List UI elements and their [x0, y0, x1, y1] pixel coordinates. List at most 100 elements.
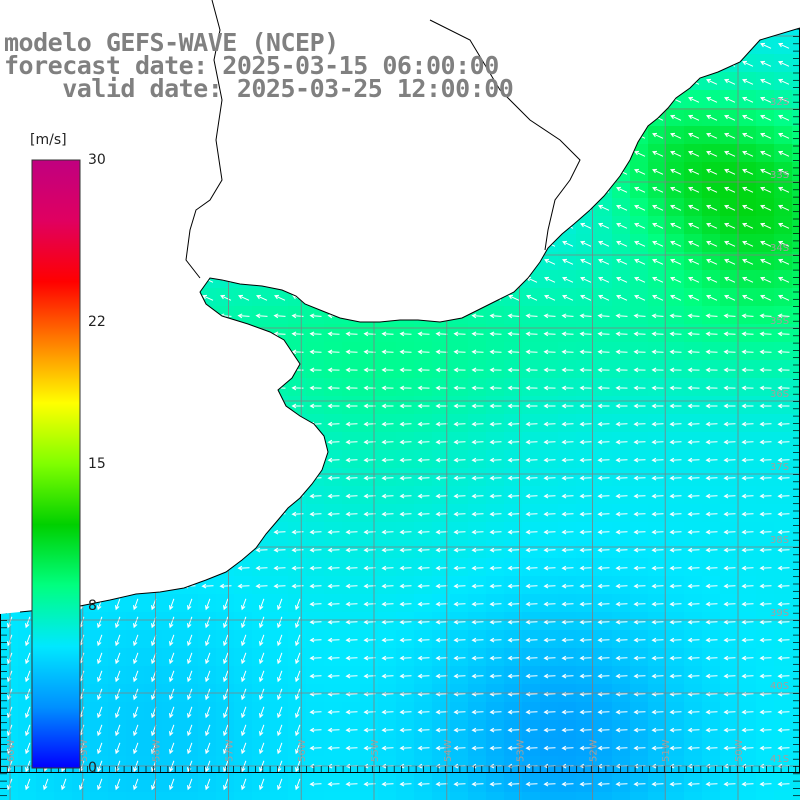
wind-speed-cell [162, 756, 180, 774]
wind-arrow [651, 313, 664, 319]
wind-arrow [309, 403, 322, 409]
wind-speed-cell [288, 522, 306, 540]
wind-arrow [741, 727, 754, 733]
wind-arrow [598, 258, 610, 265]
wind-speed-cell [270, 666, 288, 684]
wind-speed-cell [522, 450, 540, 468]
wind-arrow [561, 583, 574, 589]
wind-arrow [651, 547, 664, 553]
wind-arrow [760, 42, 772, 49]
wind-speed-cell [792, 288, 800, 306]
wind-arrow [471, 403, 484, 409]
wind-speed-cell [72, 774, 90, 792]
wind-arrow [489, 421, 502, 427]
wind-arrow [25, 742, 31, 755]
wind-speed-cell [630, 396, 648, 414]
wind-arrow [742, 186, 754, 193]
wind-arrow [381, 385, 394, 391]
wind-speed-cell [594, 558, 612, 576]
wind-speed-cell [774, 378, 792, 396]
forecast-date: forecast date: 2025-03-15 06:00:00 [4, 51, 499, 80]
wind-arrow [651, 421, 664, 427]
wind-arrow [471, 565, 484, 571]
wind-arrow [277, 616, 283, 629]
wind-arrow [205, 688, 211, 701]
wind-speed-cell [684, 630, 702, 648]
wind-arrow [417, 637, 430, 643]
wind-speed-cell [486, 522, 504, 540]
wind-arrow [724, 276, 736, 283]
wind-speed-cell [180, 630, 198, 648]
wind-arrow [435, 655, 448, 661]
wind-arrow [345, 583, 358, 589]
wind-arrow [634, 204, 646, 211]
wind-arrow [417, 745, 430, 751]
wind-arrow [778, 60, 790, 67]
wind-arrow [543, 619, 556, 625]
wind-arrow [219, 583, 232, 589]
wind-arrow [417, 493, 430, 499]
wind-arrow [309, 673, 322, 679]
wind-speed-cell [378, 522, 396, 540]
colorbar-unit: [m/s] [30, 132, 67, 148]
wind-speed-cell [522, 324, 540, 342]
wind-arrow [687, 439, 700, 445]
wind-speed-cell [612, 306, 630, 324]
wind-speed-cell [504, 396, 522, 414]
wind-speed-cell [558, 612, 576, 630]
wind-arrow [259, 724, 265, 737]
wind-arrow [399, 565, 412, 571]
wind-speed-cell [306, 522, 324, 540]
wind-arrow [687, 529, 700, 535]
wind-speed-cell [432, 378, 450, 396]
wind-speed-cell [666, 432, 684, 450]
wind-arrow [669, 313, 682, 319]
wind-arrow [633, 349, 646, 355]
wind-speed-cell [468, 468, 486, 486]
wind-arrow [115, 778, 121, 791]
wind-speed-cell [756, 558, 774, 576]
wind-arrow [453, 547, 466, 553]
wind-arrow [705, 349, 718, 355]
wind-arrow [241, 778, 247, 791]
wind-arrow [561, 619, 574, 625]
wind-speed-cell [468, 648, 486, 666]
wind-arrow [741, 673, 754, 679]
wind-speed-cell [522, 720, 540, 738]
wind-arrow [633, 529, 646, 535]
wind-arrow [777, 745, 790, 751]
wind-arrow [453, 619, 466, 625]
wind-arrow [291, 511, 304, 517]
wind-speed-cell [162, 630, 180, 648]
wind-arrow [435, 601, 448, 607]
wind-speed-cell [306, 540, 324, 558]
wind-arrow [616, 294, 628, 301]
wind-speed-cell [738, 792, 756, 800]
wind-arrow [723, 403, 736, 409]
wind-speed-cell [684, 342, 702, 360]
wind-speed-cell [216, 702, 234, 720]
wind-speed-cell [252, 306, 270, 324]
wind-arrow [597, 439, 610, 445]
wind-speed-cell [594, 666, 612, 684]
wind-speed-cell [288, 504, 306, 522]
wind-arrow [651, 457, 664, 463]
wind-speed-cell [558, 594, 576, 612]
wind-arrow [562, 258, 574, 265]
wind-speed-cell [738, 738, 756, 756]
wind-arrow [597, 745, 610, 751]
wind-speed-cell [630, 594, 648, 612]
wind-arrow [187, 598, 193, 611]
wind-arrow [633, 475, 646, 481]
wind-arrow [634, 240, 646, 247]
wind-speed-cell [378, 324, 396, 342]
wind-speed-cell [720, 612, 738, 630]
wind-speed-cell [666, 324, 684, 342]
wind-arrow [489, 493, 502, 499]
wind-arrow [507, 673, 520, 679]
wind-arrow [777, 493, 790, 499]
wind-speed-cell [270, 540, 288, 558]
wind-arrow [651, 367, 664, 373]
wind-speed-cell [432, 468, 450, 486]
wind-speed-cell [702, 702, 720, 720]
